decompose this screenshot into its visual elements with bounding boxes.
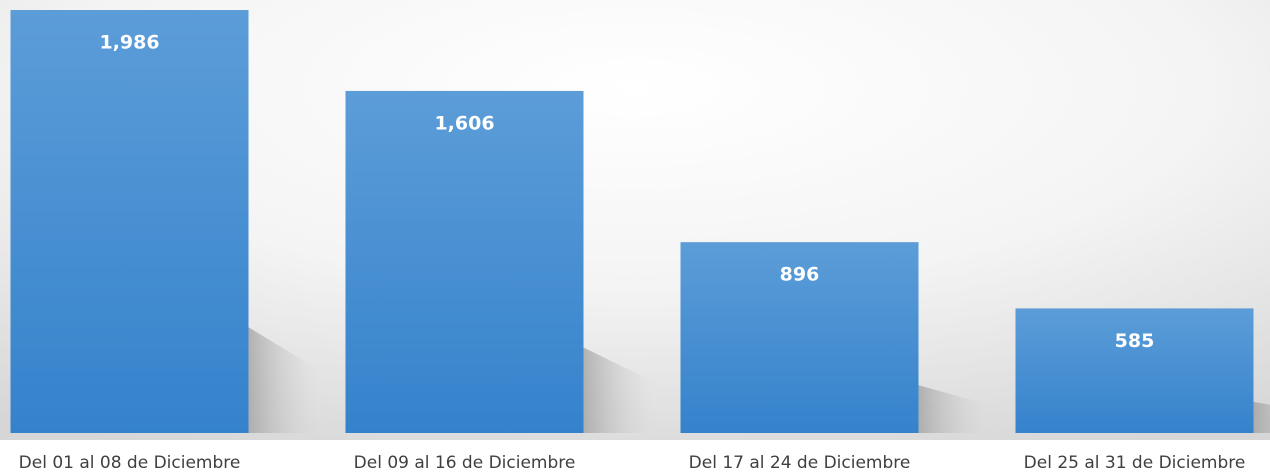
value-label: 1,606 xyxy=(434,112,494,134)
bar-shadow xyxy=(1253,401,1270,433)
x-tick-label: Del 01 al 08 de Diciembre xyxy=(19,453,241,473)
value-label: 896 xyxy=(780,264,820,286)
bar xyxy=(1015,308,1254,433)
bar xyxy=(680,242,919,433)
value-label: 1,986 xyxy=(99,32,159,54)
x-tick-label: Del 09 al 16 de Diciembre xyxy=(354,453,576,473)
bar-shadow xyxy=(918,385,989,433)
label-strip xyxy=(0,440,1270,474)
x-tick-label: Del 17 al 24 de Diciembre xyxy=(689,453,911,473)
x-tick-label: Del 25 al 31 de Diciembre xyxy=(1024,453,1246,473)
bar xyxy=(10,10,249,433)
bar-shadow xyxy=(248,327,319,433)
value-label: 585 xyxy=(1115,330,1155,352)
bar xyxy=(345,90,584,433)
bar-shadow xyxy=(583,347,654,433)
